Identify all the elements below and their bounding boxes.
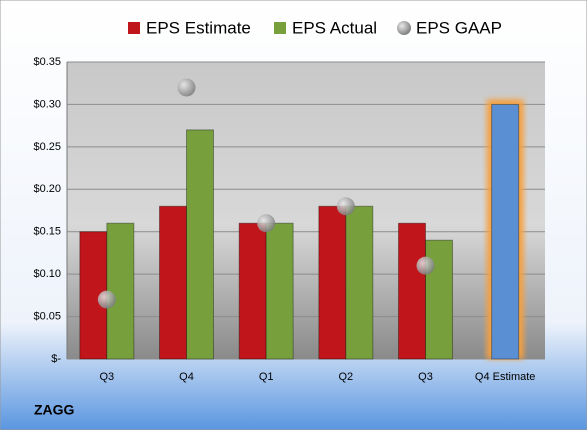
x-tick-label: Q1	[259, 371, 274, 383]
footer: ZAGG	[34, 402, 75, 418]
legend-label: EPS Estimate	[146, 18, 251, 37]
legend-marker	[274, 22, 286, 34]
bar	[159, 205, 187, 360]
y-tick-label: $0.35	[33, 56, 61, 68]
y-tick-label: $-	[51, 353, 61, 365]
bar	[491, 103, 520, 360]
bar	[345, 205, 374, 360]
x-tick-label: Q2	[338, 371, 353, 383]
legend-label: EPS Actual	[292, 18, 377, 37]
plot-area	[67, 62, 545, 359]
y-tick-label: $0.25	[33, 141, 61, 153]
gaap-point	[177, 78, 196, 97]
bar	[106, 222, 135, 360]
legend-marker	[397, 21, 411, 35]
x-tick-label: Q4 Estimate	[475, 371, 536, 383]
x-tick-label: Q4	[179, 371, 194, 383]
y-tick-label: $0.20	[33, 183, 61, 195]
bar	[238, 222, 267, 360]
gaap-point	[97, 290, 116, 309]
x-tick-label: Q3	[418, 371, 433, 383]
bar	[265, 222, 294, 360]
bar	[398, 222, 426, 360]
bar	[318, 205, 347, 360]
y-tick-label: $0.15	[33, 226, 61, 238]
gaap-point	[336, 197, 355, 216]
legend-label: EPS GAAP	[416, 18, 502, 37]
bar	[186, 129, 214, 360]
gaap-point	[257, 214, 276, 233]
y-tick-label: $0.05	[33, 310, 61, 322]
x-tick-label: Q3	[99, 371, 114, 383]
legend-marker	[128, 22, 140, 34]
gaap-point	[416, 256, 435, 275]
y-tick-label: $0.30	[33, 98, 61, 110]
y-tick-label: $0.10	[33, 268, 61, 280]
